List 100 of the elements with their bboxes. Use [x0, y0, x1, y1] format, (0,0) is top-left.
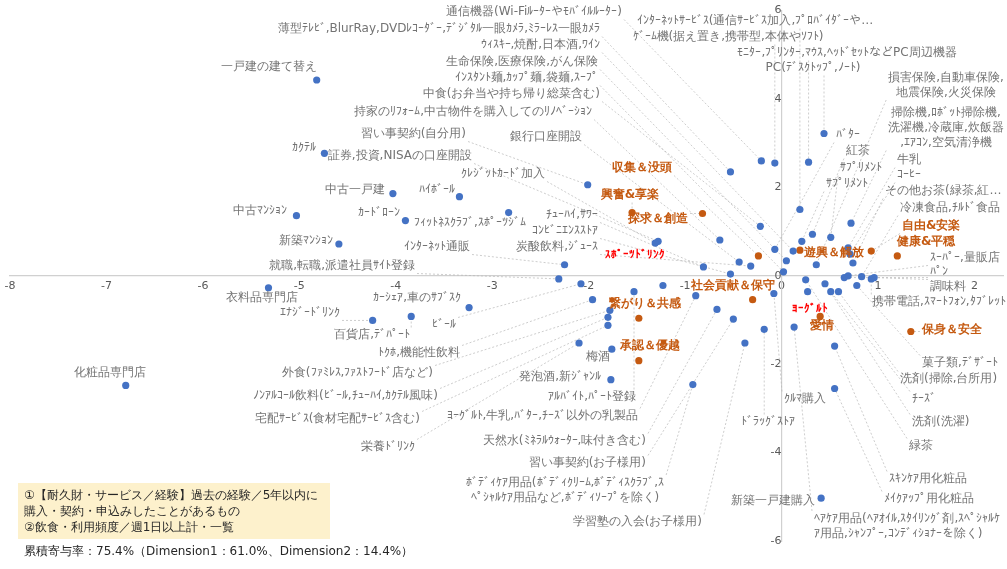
- annotation: ①【耐久財・サービス／経験】過去の経験／5年以内に購入・契約・申込みしたことがあるもの: [24, 487, 320, 519]
- data-label: 栄養ﾄﾞﾘﾝｸ: [361, 439, 415, 454]
- data-label: 牛乳: [897, 152, 921, 167]
- data-label: 外食(ﾌｧﾐﾚｽ,ﾌｧｽﾄﾌｰﾄﾞ店など): [281, 365, 434, 380]
- x-tick-label: -1: [679, 279, 691, 293]
- note-box: ①【耐久財・サービス／経験】過去の経験／5年以内に購入・契約・申込みしたことがあるもの ②飲食・利用頻度／週1日以上計・一覧: [18, 483, 330, 539]
- data-label: PC(ﾃﾞｽｸﾄｯﾌﾟ,ﾉｰﾄ): [765, 60, 861, 75]
- data-label: 証券,投資,NISAの口座開設: [327, 148, 473, 163]
- annotation: ②飲食・利用頻度／週1日以上計・一覧: [24, 519, 236, 535]
- data-label: 一戸建の建て替え: [221, 59, 317, 74]
- x-tick-label: -3: [486, 279, 498, 293]
- data-label: ｸﾙﾏ購入: [784, 391, 826, 406]
- data-label: 習い事契約(お子様用): [528, 455, 647, 470]
- data-label: ﾄﾞﾗｯｸﾞｽﾄｱ: [741, 414, 795, 429]
- data-label: ﾖｰｸﾞﾙﾄ,牛乳,ﾊﾞﾀｰ,ﾁｰｽﾞ以外の乳製品: [446, 408, 639, 423]
- data-label: 冷凍食品,ﾁﾙﾄﾞ食品: [900, 200, 1000, 215]
- point: [893, 252, 901, 260]
- data-label: 中古ﾏﾝｼｮﾝ: [233, 203, 287, 218]
- data-label: 菓子類,ﾃﾞｻﾞｰﾄ: [922, 355, 998, 370]
- data-label: 持家のﾘﾌｫｰﾑ,中古物件を購入してのﾘﾉﾍﾞｰｼｮﾝ: [354, 104, 593, 119]
- x-tick-label: -8: [4, 279, 16, 293]
- x-tick-label: 1: [874, 279, 882, 293]
- text: 累積寄与率：75.4%（Dimension1：61.0%、Dimension2：14.4%）: [24, 544, 414, 559]
- data-label: 携帯電話,ｽﾏｰﾄﾌｫﾝ,ﾀﾌﾞﾚｯﾄ: [872, 294, 1006, 309]
- data-label: ｴﾅｼﾞｰﾄﾞﾘﾝｸ: [280, 305, 340, 320]
- data-label: ｶｸﾃﾙ: [292, 140, 316, 155]
- data-label: ｹﾞｰﾑ機(据え置き,携帯型,本体やｿﾌﾄ): [632, 29, 824, 44]
- data-label: 新築一戸建購入: [731, 493, 815, 508]
- point: [635, 314, 643, 322]
- data-label: ｺｰﾋｰ: [897, 167, 921, 182]
- data-label: 自由&安楽: [902, 218, 961, 233]
- data-label: 収集＆没頭: [612, 160, 672, 175]
- data-label: ｸﾚｼﾞｯﾄｶｰﾄﾞ加入: [461, 166, 545, 181]
- data-label: ｲﾝｽﾀﾝﾄ麺,ｶｯﾌﾟ麺,袋麺,ｽｰﾌﾟ: [454, 70, 599, 85]
- data-label: 学習塾の入会(お子様用): [572, 514, 703, 529]
- data-label: ｶｰｼｪｱ,車のｻﾌﾞｽｸ: [373, 290, 462, 305]
- data-label: その他お茶(緑茶,紅…: [885, 183, 1002, 198]
- y-tick-label: 4: [774, 91, 782, 105]
- point: [796, 246, 804, 254]
- data-label: ｲﾝﾀｰﾈｯﾄ通販: [404, 239, 470, 254]
- data-label: ﾉﾝｱﾙｺｰﾙ飲料(ﾋﾞｰﾙ,ﾁｭｰﾊｲ,ｶｸﾃﾙ風味): [253, 388, 439, 403]
- data-label: ﾊﾞﾀｰ: [836, 127, 860, 142]
- point: [867, 247, 875, 255]
- data-label: 発泡酒,新ｼﾞｬﾝﾙ: [519, 369, 602, 384]
- data-label: ﾋﾞｰﾙ: [432, 317, 456, 332]
- data-label: 梅酒: [585, 349, 610, 364]
- data-label: 就職,転職,派遣社員ｻｲﾄ登録: [269, 258, 416, 273]
- data-label: 生命保険,医療保険,がん保険: [446, 54, 599, 69]
- y-tick-label: 2: [774, 180, 782, 194]
- point: [698, 209, 707, 218]
- data-label: 健康&平穏: [896, 234, 957, 249]
- data-label: ﾓﾆﾀｰ,ﾌﾟﾘﾝﾀｰ,ﾏｳｽ,ﾍｯﾄﾞｾｯﾄなどPC周辺機器: [737, 45, 957, 60]
- data-label: 薄型ﾃﾚﾋﾞ,BlurRay,DVDﾚｺｰﾀﾞｰ,ﾃﾞｼﾞﾀﾙ一眼ｶﾒﾗ,ﾐﾗｰﾚｽ一眼ｶﾒﾗ: [277, 21, 600, 36]
- data-label: 衣料品専門店: [226, 290, 298, 305]
- data-label: 洗剤(洗濯): [912, 414, 970, 429]
- data-label: 宅配ｻｰﾋﾞｽ(食材宅配ｻｰﾋﾞｽ含む): [254, 411, 421, 426]
- data-label: 炭酸飲料,ｼﾞｭｰｽ: [516, 239, 599, 254]
- annotation: ﾖｰｸﾞﾙﾄ: [791, 301, 828, 315]
- x-tick-label: 2: [970, 279, 978, 293]
- data-label: 掃除機,ﾛﾎﾞｯﾄ掃除機,洗濯機,冷蔵庫,炊飯器,ｴｱｺﾝ,空気清浄機: [888, 105, 1004, 150]
- data-label: 調味料: [930, 279, 966, 294]
- y-tick-label: 0: [774, 268, 782, 282]
- data-label: 中古一戸建: [325, 182, 385, 197]
- data-label: 愛情: [810, 318, 834, 333]
- data-label: 洗剤(掃除,台所用): [900, 371, 998, 386]
- data-label: 習い事契約(自分用): [360, 126, 467, 141]
- data-label: 繋がり＆共感: [609, 296, 682, 311]
- point: [907, 327, 915, 336]
- data-label: ｽｰﾊﾟｰ,量販店: [930, 250, 1000, 265]
- data-label: 中食(お弁当や持ち帰り総菜含む): [422, 86, 601, 101]
- data-label: 天然水(ﾐﾈﾗﾙｳｫｰﾀｰ,味付き含む): [482, 433, 647, 448]
- x-tick-label: -4: [390, 279, 402, 293]
- data-label: 損害保険,自動車保険,地震保険,火災保険: [888, 69, 1004, 99]
- data-label: 新築ﾏﾝｼｮﾝ: [279, 233, 333, 248]
- data-label: 承認＆優越: [619, 338, 680, 353]
- data-label: ﾌｨｯﾄﾈｽｸﾗﾌﾞ,ｽﾎﾟｰﾂｼﾞﾑ: [414, 215, 526, 230]
- x-tick-label: -7: [100, 279, 112, 293]
- data-label: ﾒｲｸｱｯﾌﾟ用化粧品: [884, 491, 974, 506]
- data-label: 緑茶: [908, 438, 933, 453]
- data-label: ﾊｲﾎﾞｰﾙ: [419, 182, 455, 197]
- x-tick-label: -2: [583, 279, 595, 293]
- data-label: ﾄｸﾎ,機能性飲料: [378, 345, 461, 360]
- x-tick-label: -5: [293, 279, 305, 293]
- data-label: ｱﾙﾊﾞｲﾄ,ﾊﾟｰﾄ登録: [548, 389, 637, 404]
- data-label: ﾁｰｽﾞ: [912, 391, 936, 406]
- data-label: ｺﾝﾋﾞﾆｴﾝｽｽﾄｱ: [532, 223, 598, 238]
- data-label: 百貨店,ﾃﾞﾊﾟｰﾄ: [334, 327, 411, 342]
- data-label: 興奮&享楽: [599, 187, 660, 202]
- data-label: 通信機器(Wi-Fiﾙｰﾀｰやﾓﾊﾞｲﾙﾙｰﾀｰ): [446, 4, 623, 19]
- data-label: ﾎﾞﾃﾞｨｹｱ用品(ﾎﾞﾃﾞｨｸﾘｰﾑ,ﾎﾞﾃﾞｨｽｸﾗﾌﾞ,ｽﾍﾟｼｬﾙｹｱ用品など,ﾎﾞﾃﾞｨｿｰﾌﾟを除く): [465, 474, 665, 504]
- data-label: 化粧品専門店: [74, 365, 146, 380]
- data-label: ｽｷﾝｹｱ用化粧品: [889, 471, 967, 486]
- point: [749, 296, 757, 304]
- y-tick-label: -2: [770, 357, 782, 371]
- annotation: ｽﾎﾟｰﾂﾄﾞﾘﾝｸ: [604, 248, 665, 262]
- data-label: ｻﾌﾟﾘﾒﾝﾄ: [826, 176, 868, 191]
- data-label: ｶｰﾄﾞﾛｰﾝ: [358, 205, 400, 220]
- y-tick-label: -4: [770, 445, 782, 459]
- data-label: ﾁｭｰﾊｲ,ｻﾜｰ: [546, 207, 599, 222]
- data-label: 社会貢献＆保守: [690, 278, 775, 293]
